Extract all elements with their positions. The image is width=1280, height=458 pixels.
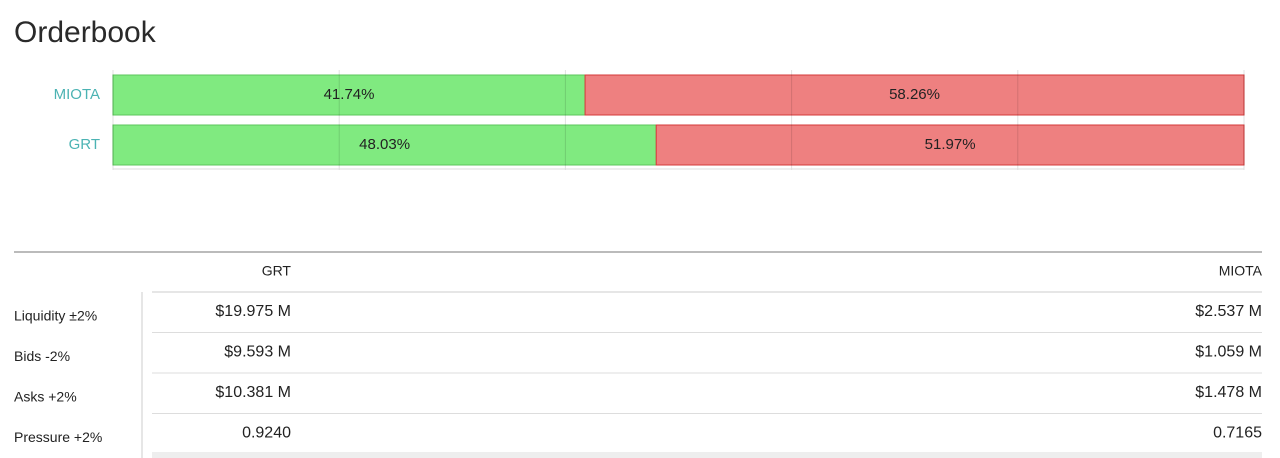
row-label: Liquidity ±2% xyxy=(14,308,97,324)
bar-segment xyxy=(584,74,1245,116)
table-cell: 0.7165 xyxy=(1213,425,1262,442)
bar-segment xyxy=(655,124,1245,166)
column-header: GRT xyxy=(262,263,292,279)
table-cell: $2.537 M xyxy=(1195,303,1262,320)
category-label: MIOTA xyxy=(54,86,100,103)
table-cell: $1.059 M xyxy=(1195,344,1262,361)
row-label: Bids -2% xyxy=(14,348,70,364)
table-cell: $19.975 M xyxy=(215,303,291,320)
bar-label: 48.03% xyxy=(359,136,410,153)
bar-segment xyxy=(112,124,657,166)
column-header: MIOTA xyxy=(1219,263,1263,279)
table-cell: $10.381 M xyxy=(215,384,291,401)
row-label: Asks +2% xyxy=(14,389,77,405)
table-cell: $1.478 M xyxy=(1195,384,1262,401)
row-label: Pressure +2% xyxy=(14,429,102,445)
category-label: GRT xyxy=(69,136,100,153)
bar-label: 58.26% xyxy=(889,86,940,103)
bar-segment xyxy=(112,74,586,116)
scrollbar-track xyxy=(152,452,1262,458)
bar-label: 51.97% xyxy=(925,136,976,153)
table-cell: $9.593 M xyxy=(224,344,291,361)
table-cell: 0.9240 xyxy=(242,425,291,442)
page-title: Orderbook xyxy=(14,16,157,49)
bar-label: 41.74% xyxy=(324,86,375,103)
